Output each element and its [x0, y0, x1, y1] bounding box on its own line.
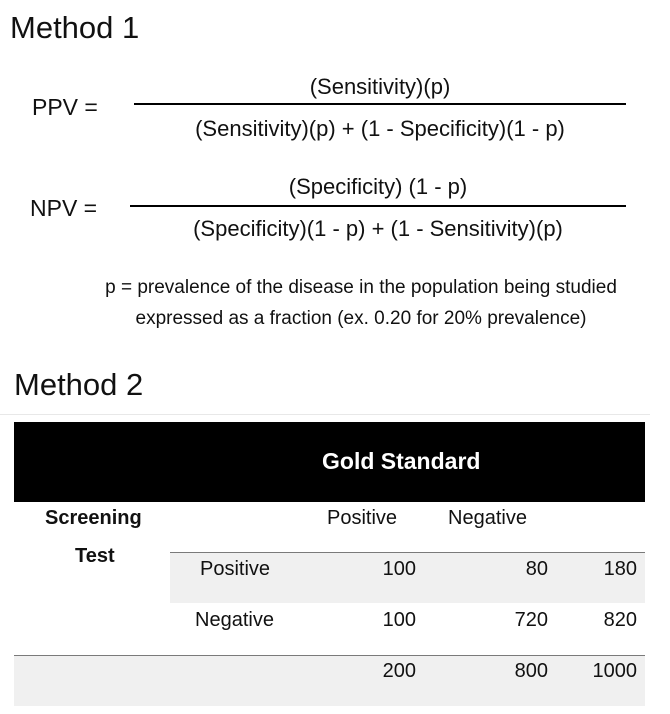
table-header-bar — [14, 422, 645, 502]
row-label-negative: Negative — [195, 609, 274, 631]
screening-test-label-line-2: Test — [75, 545, 115, 567]
cell-negative-positive: 100 — [382, 609, 416, 631]
ppv-fraction-bar — [134, 103, 626, 105]
cell-grand-total: 1000 — [592, 660, 638, 682]
totals-row-shade — [14, 656, 645, 706]
prevalence-note-line-1: p = prevalence of the disease in the pop… — [105, 277, 617, 298]
ppv-label: PPV = — [32, 94, 98, 120]
npv-label: NPV = — [30, 195, 98, 221]
row-rule-top — [170, 552, 645, 553]
section-divider — [0, 414, 650, 415]
ppv-numerator: (Sensitivity)(p) — [309, 74, 451, 99]
cell-positive-positive: 100 — [382, 558, 416, 580]
cell-positive-negative: 80 — [525, 558, 548, 580]
cell-negative-total: 820 — [603, 609, 637, 631]
column-header-negative: Negative — [448, 507, 527, 529]
npv-numerator: (Specificity) (1 - p) — [288, 174, 468, 199]
method-1-title: Method 1 — [10, 10, 140, 45]
prevalence-note-line-2: expressed as a fraction (ex. 0.20 for 20… — [135, 308, 587, 329]
table-row-shade — [170, 553, 645, 603]
method-2-title: Method 2 — [14, 367, 144, 402]
cell-total-negative: 800 — [514, 660, 548, 682]
gold-standard-header: Gold Standard — [322, 448, 481, 474]
cell-positive-total: 180 — [603, 558, 637, 580]
screening-test-label-line-1: Screening — [45, 507, 142, 529]
row-label-positive: Positive — [200, 558, 271, 580]
cell-negative-negative: 720 — [514, 609, 548, 631]
npv-denominator: (Specificity)(1 - p) + (1 - Sensitivity)… — [193, 216, 563, 241]
column-header-positive: Positive — [327, 507, 398, 529]
cell-total-positive: 200 — [382, 660, 416, 682]
npv-fraction-bar — [130, 205, 626, 207]
totals-rule — [14, 655, 645, 656]
ppv-denominator: (Sensitivity)(p) + (1 - Specificity)(1 -… — [195, 116, 565, 141]
